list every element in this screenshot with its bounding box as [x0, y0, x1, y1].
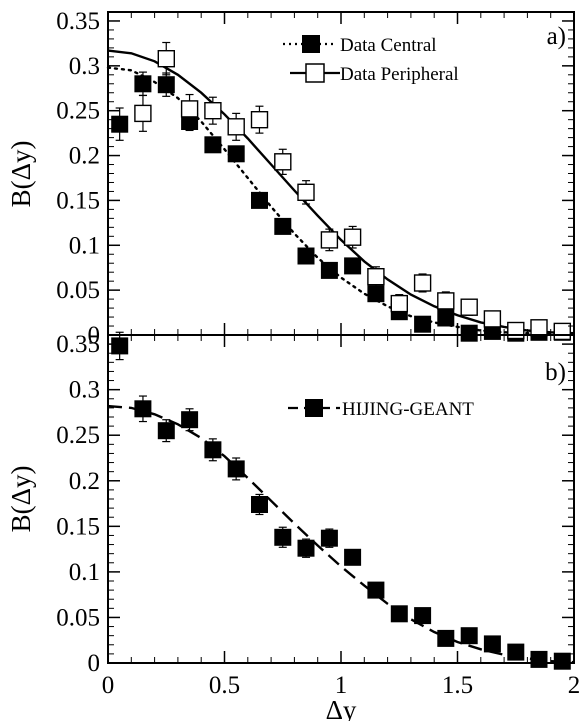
panel-b-x-tick-label: 1.5 [442, 672, 473, 699]
panel-a-data-central-point [437, 309, 455, 327]
panel-a-y-tick-label: 0.1 [69, 232, 100, 259]
panel-b: 0 0.05 0.1 0.15 0.2 0.25 0.3 0.35 0 0.5 1 1.5 2 HIJI… [6, 331, 580, 721]
panel-a-data-peripheral-point [134, 104, 152, 123]
panel-b-xlabel: Δy [326, 695, 357, 721]
panel-b-hijing-geant-point [390, 605, 408, 623]
panel-b-x-tick-label: 0 [102, 672, 115, 699]
panel-b-ylabel: B(Δy) [6, 466, 36, 533]
panel-b-hijing-geant-point [251, 496, 268, 513]
panel-b-hijing-geant-point [204, 441, 222, 459]
panel-b-hijing-geant-point [227, 460, 245, 478]
panel-a-data-central-point [157, 76, 175, 94]
panel-b-y-tick-label: 0.2 [69, 468, 100, 495]
panel-a-y-tick-label: 0.3 [69, 53, 100, 80]
panel-b-hijing-geant-point [483, 635, 501, 653]
panel-a-data-peripheral-point [250, 110, 269, 129]
legend-peripheral-marker [305, 63, 325, 83]
panel-b-x-tick-label: 2 [568, 672, 581, 699]
panel-a-data-central-point [251, 191, 268, 209]
panel-a-data-central-point [204, 136, 222, 154]
panel-a-data-peripheral-point [367, 268, 385, 286]
panel-b-y-tick-label: 0.1 [69, 559, 100, 586]
panel-b-x-tick-label: 0.5 [209, 672, 240, 699]
panel-a-data-peripheral-point [553, 322, 571, 341]
panel-b-hijing-geant-point [297, 539, 315, 557]
panel-b-hijing-geant-point [134, 400, 152, 418]
panel-a-data-peripheral-point [204, 101, 222, 120]
panel-b-hijing-geant-point [344, 548, 362, 566]
panel-a-legend: Data Central Data Peripheral [283, 35, 459, 85]
legend-hijing-marker [305, 399, 323, 417]
panel-a-data-peripheral-point [437, 292, 455, 310]
panel-b-hijing-geant-point [530, 650, 548, 668]
panel-a-data-peripheral-point [460, 298, 478, 316]
panel-a-data-peripheral-point [390, 294, 408, 313]
panel-a-ylabel: B(Δy) [6, 141, 36, 208]
panel-a-data-central-point [344, 257, 362, 275]
panel-b-hijing-geant-point [507, 643, 525, 661]
panel-a-dotted-fit [106, 66, 576, 336]
panel-b-hijing-geant-point [460, 627, 478, 645]
panel-a-y-tick-label: 0.2 [69, 143, 100, 170]
panel-b-y-tick-label: 0 [88, 650, 101, 677]
panel-a-y-tick-label: 0.05 [56, 277, 100, 304]
panel-a-data-peripheral-point [530, 319, 548, 337]
panel-b-frame [107, 334, 575, 664]
panel-a-y-tick-label: 0 [88, 322, 101, 349]
panel-a-data-central-point [367, 285, 385, 303]
panel-b-hijing-geant-point [437, 629, 455, 647]
panel-a-y-tick-label: 0.35 [56, 8, 100, 35]
panel-b-hijing-geant-point [367, 581, 385, 599]
panel-a-data-peripheral-point [483, 310, 502, 328]
panel-a-data-peripheral-point [343, 228, 362, 246]
panel-b-hijing-geant-point [553, 652, 571, 670]
panel-b-y-tick-label: 0.3 [69, 377, 100, 404]
panel-a-data-central-point [414, 315, 432, 333]
panel-b-label: b) [545, 359, 566, 386]
panel-a-y-tick-label: 0.25 [56, 98, 100, 125]
panel-b-y-tick-label: 0.35 [56, 331, 100, 358]
panel-a-data-peripheral-point [413, 274, 432, 292]
panel-a-data-peripheral-point [297, 183, 315, 202]
panel-a-data-central-point [320, 261, 338, 279]
legend-central-marker [302, 35, 320, 53]
panel-a-data-peripheral-point [274, 153, 292, 171]
panel-b-x-tick-label: 1 [335, 672, 348, 699]
panel-b-hijing-geant-point [111, 337, 129, 355]
panel-b-y-tick-label: 0.05 [56, 604, 100, 631]
panel-a-solid-fit [107, 49, 575, 335]
panel-a-data-central-point [134, 75, 152, 93]
panel-a-frame [107, 11, 575, 336]
panel-a-label: a) [547, 23, 566, 50]
panel-b-dashed-fit [107, 404, 575, 664]
panel-b-hijing-geant-point [414, 607, 432, 625]
panel-a-data-central-point [297, 247, 315, 265]
panel-b-y-tick-label: 0.25 [56, 422, 100, 449]
panel-a-data-peripheral-point [507, 321, 525, 340]
panel-a-data-central-point [274, 217, 292, 235]
panel-b-legend: HIJING-GEANT [288, 399, 474, 420]
panel-a-data-peripheral-point [227, 118, 245, 136]
panel-b-hijing-geant-point [320, 529, 338, 547]
legend-hijing-label: HIJING-GEANT [342, 399, 474, 420]
panel-a-data-central-point [460, 324, 478, 342]
panel-a-data-central-point [227, 145, 245, 163]
panel-a-y-tick-label: 0.15 [56, 187, 100, 214]
panel-a-data-peripheral-point [320, 231, 339, 249]
panel-b-hijing-geant-point [157, 422, 175, 440]
panel-a: 0 0.05 0.1 0.15 0.2 0.25 0.3 0.35 Data Central … [6, 8, 576, 349]
panel-b-hijing-geant-point [274, 528, 292, 546]
panel-b-hijing-geant-point [181, 411, 199, 429]
legend-central-label: Data Central [340, 35, 437, 56]
legend-peripheral-label: Data Peripheral [340, 64, 459, 85]
panel-b-y-tick-label: 0.15 [56, 513, 100, 540]
panel-a-data-central-point [111, 115, 129, 133]
panel-a-data-peripheral-point [180, 100, 199, 118]
panel-a-data-peripheral-point [157, 50, 176, 68]
